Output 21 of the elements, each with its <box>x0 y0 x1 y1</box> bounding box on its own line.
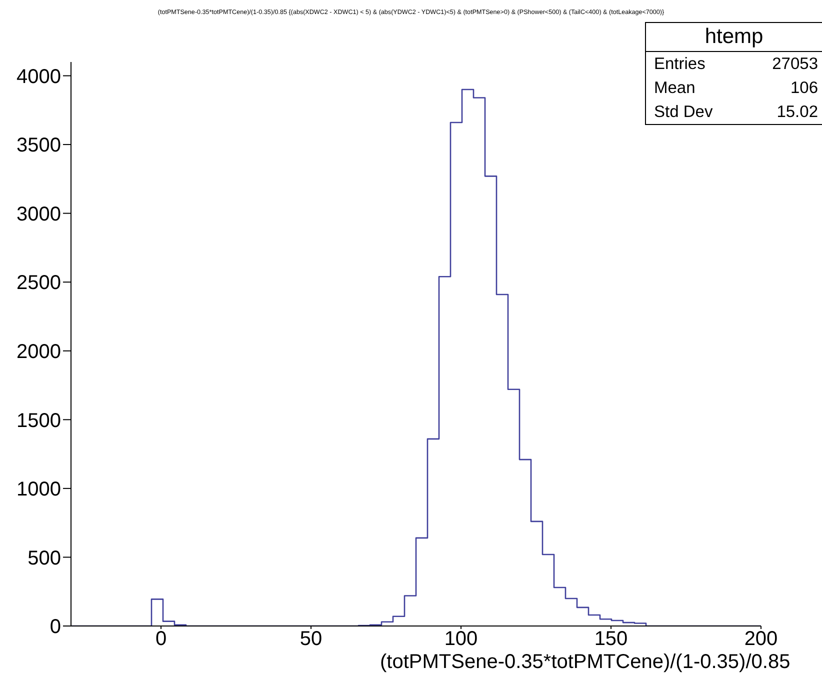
annotation: Std Dev <box>654 103 713 122</box>
y-tick-label: 500 <box>28 547 61 570</box>
y-tick-label: 3500 <box>16 134 61 157</box>
y-tick-label: 4000 <box>16 66 61 88</box>
text: 15.02 <box>776 103 818 122</box>
text: 106 <box>790 79 818 98</box>
x-tick-label: 50 <box>300 628 322 650</box>
y-tick-label: 2000 <box>16 340 61 363</box>
text: htemp <box>646 23 822 52</box>
y-tick-label: 1500 <box>16 410 61 432</box>
x-tick-label: 0 <box>155 628 167 650</box>
text: 27053 <box>772 55 818 74</box>
y-tick-label: 2500 <box>16 272 61 294</box>
x-tick-label: 100 <box>444 628 478 650</box>
x-axis-title: (totPMTSene-0.35*totPMTCene)/(1-0.35)/0.85 <box>380 651 790 673</box>
annotation: Mean <box>654 79 696 98</box>
x-tick-label: 200 <box>744 628 778 650</box>
x-tick-label: 150 <box>594 628 628 650</box>
y-tick-label: 3000 <box>16 203 61 226</box>
annotation: Entries <box>654 55 706 74</box>
y-tick-label: 1000 <box>16 478 61 501</box>
